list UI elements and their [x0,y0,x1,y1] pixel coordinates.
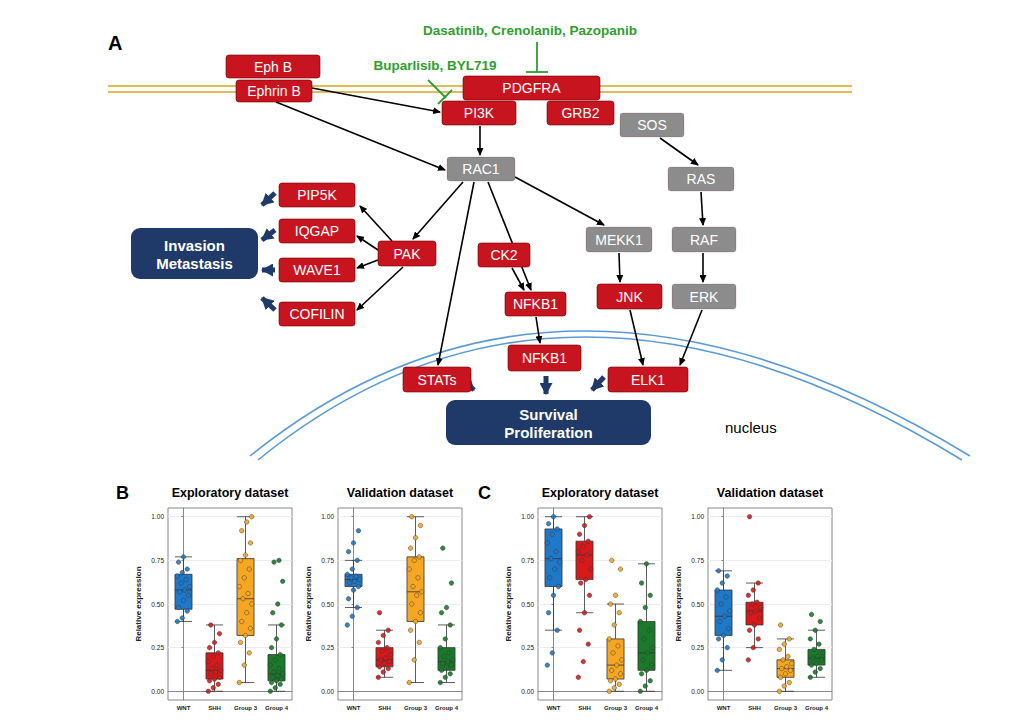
svg-text:0.25: 0.25 [151,644,164,651]
svg-text:PAK: PAK [394,246,422,262]
svg-text:Proliferation: Proliferation [504,424,592,441]
svg-text:PIP5K: PIP5K [297,187,337,203]
svg-text:nucleus: nucleus [725,419,777,436]
svg-text:Survival: Survival [519,406,577,423]
svg-text:WAVE1: WAVE1 [293,262,341,278]
svg-text:0.50: 0.50 [321,601,334,608]
svg-text:Eph B: Eph B [254,59,292,75]
svg-text:MEKK1: MEKK1 [595,232,643,248]
svg-text:Invasion: Invasion [164,237,225,254]
svg-text:SHH: SHH [748,705,761,711]
svg-text:0.75: 0.75 [321,557,334,564]
svg-text:0.75: 0.75 [151,557,164,564]
svg-text:0.25: 0.25 [691,644,704,651]
svg-text:1.00: 1.00 [151,513,164,520]
svg-text:GRB2: GRB2 [561,105,599,121]
svg-text:0.25: 0.25 [321,644,334,651]
svg-text:0.75: 0.75 [521,557,534,564]
svg-text:Dasatinib, Crenolanib, Pazopan: Dasatinib, Crenolanib, Pazopanib [423,23,637,38]
svg-text:Group 3: Group 3 [774,705,798,711]
svg-text:PI3K: PI3K [464,105,495,121]
svg-text:COFILIN: COFILIN [289,306,344,322]
svg-text:RAC1: RAC1 [462,161,500,177]
svg-text:NFKB1: NFKB1 [522,350,567,366]
svg-text:Group 3: Group 3 [604,705,628,711]
svg-text:NFKB1: NFKB1 [513,296,558,312]
svg-text:SOS: SOS [637,117,667,133]
svg-text:Group 4: Group 4 [805,705,829,711]
svg-text:0.00: 0.00 [691,688,704,695]
svg-text:Validation dataset: Validation dataset [347,486,454,500]
svg-text:Exploratory dataset: Exploratory dataset [172,486,290,500]
svg-text:0.50: 0.50 [151,601,164,608]
svg-text:Ephrin B: Ephrin B [247,83,301,99]
svg-text:Exploratory dataset: Exploratory dataset [542,486,660,500]
svg-text:0.25: 0.25 [521,644,534,651]
svg-text:1.00: 1.00 [521,513,534,520]
svg-text:PDGFRA: PDGFRA [502,80,561,96]
svg-text:0.00: 0.00 [521,688,534,695]
svg-text:IQGAP: IQGAP [295,223,339,239]
svg-text:Relative expression: Relative expression [304,566,313,641]
svg-text:Relative expression: Relative expression [674,566,683,641]
svg-text:C: C [478,483,491,503]
svg-text:1.00: 1.00 [321,513,334,520]
svg-text:1.00: 1.00 [691,513,704,520]
svg-text:Group 4: Group 4 [635,705,659,711]
svg-text:0.00: 0.00 [151,688,164,695]
svg-text:Metastasis: Metastasis [156,255,233,272]
svg-text:Group 3: Group 3 [234,705,258,711]
svg-text:Relative expression: Relative expression [504,566,513,641]
svg-text:0.50: 0.50 [691,601,704,608]
svg-text:STATs: STATs [417,372,456,388]
svg-text:0.00: 0.00 [321,688,334,695]
svg-text:0.50: 0.50 [521,601,534,608]
svg-text:ELK1: ELK1 [631,372,665,388]
svg-text:Group 4: Group 4 [265,705,289,711]
svg-text:B: B [116,483,129,503]
svg-text:Group 3: Group 3 [404,705,428,711]
svg-text:Group 4: Group 4 [435,705,459,711]
svg-text:JNK: JNK [616,289,643,305]
svg-text:RAF: RAF [690,232,718,248]
svg-text:0.75: 0.75 [691,557,704,564]
svg-text:Buparlisib, BYL719: Buparlisib, BYL719 [373,58,496,73]
svg-text:ERK: ERK [690,289,719,305]
svg-text:WNT: WNT [347,705,361,711]
svg-text:WNT: WNT [177,705,191,711]
svg-text:Validation dataset: Validation dataset [717,486,824,500]
svg-text:WNT: WNT [717,705,731,711]
svg-text:A: A [108,32,122,54]
svg-text:SHH: SHH [578,705,591,711]
svg-text:RAS: RAS [687,171,716,187]
svg-text:CK2: CK2 [490,247,517,263]
svg-text:SHH: SHH [378,705,391,711]
svg-text:SHH: SHH [208,705,221,711]
svg-text:Relative expression: Relative expression [134,566,143,641]
svg-text:WNT: WNT [547,705,561,711]
